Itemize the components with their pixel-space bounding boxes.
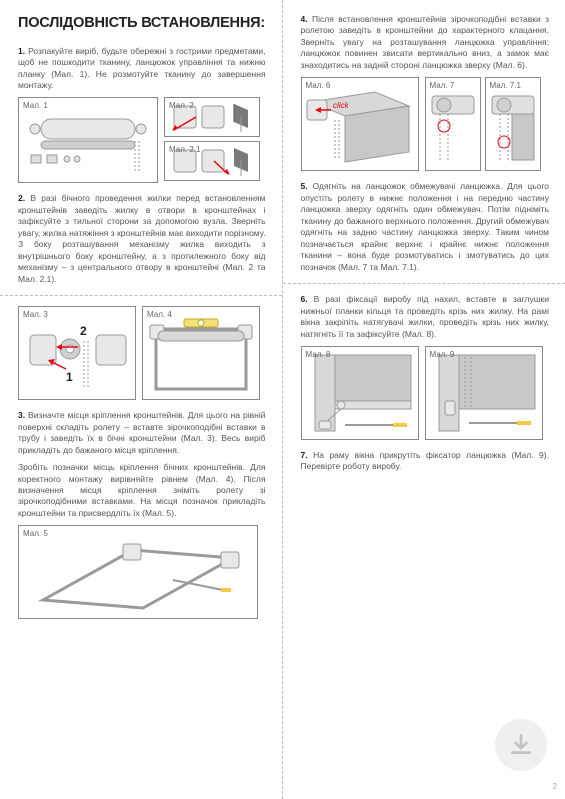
- fig-71-label: Мал. 7.1: [490, 81, 521, 92]
- fig-1-label: Мал. 1: [23, 101, 48, 112]
- step-4-text: Після встановлення кронштейнів зірочкопо…: [301, 14, 550, 70]
- step-1-num: 1.: [18, 46, 25, 56]
- page-number: 2: [553, 782, 557, 793]
- figure-6: Мал. 6 click: [301, 77, 419, 171]
- fig-7-label: Мал. 7: [430, 81, 455, 92]
- fig-2-label: Мал. 2: [169, 101, 194, 112]
- fig-5-label: Мал. 5: [23, 529, 48, 540]
- step-2-num: 2.: [18, 193, 25, 203]
- watermark-icon: [495, 719, 547, 771]
- step-2: 2. В разі бічного проведення жилки перед…: [18, 193, 266, 285]
- figure-5: Мал. 5: [18, 525, 258, 619]
- page-title: ПОСЛІДОВНІСТЬ ВСТАНОВЛЕННЯ:: [18, 14, 266, 34]
- step-6-num: 6.: [301, 294, 308, 304]
- step-2-text: В разі бічного проведення жилки перед вс…: [18, 193, 266, 283]
- fig-row-8-9: Мал. 8 Мал. 9: [301, 346, 550, 440]
- step-5-text: Одягніть на ланцюжок обмежувачі ланцюжка…: [301, 181, 550, 271]
- step-4-num: 4.: [301, 14, 308, 24]
- annot-1: 1: [66, 370, 73, 384]
- annot-2: 2: [80, 324, 87, 338]
- figure-3: Мал. 3 2 1: [18, 306, 136, 400]
- fig-8-label: Мал. 8: [306, 350, 331, 361]
- figure-4: Мал. 4: [142, 306, 260, 400]
- click-label: click: [333, 101, 350, 110]
- figure-7-1: Мал. 7.1: [485, 77, 541, 171]
- figure-2-1: Мал. 2.1: [164, 141, 260, 181]
- divider-left: [0, 295, 282, 296]
- step-1-text: Розпакуйте виріб, будьте обережні з гост…: [18, 46, 266, 90]
- fig-row-1-2: Мал. 1 Мал. 2: [18, 97, 266, 183]
- step-1: 1. Розпакуйте виріб, будьте обережні з г…: [18, 46, 266, 92]
- divider-right: [283, 283, 565, 284]
- figure-9: Мал. 9: [425, 346, 543, 440]
- fig-3-label: Мал. 3: [23, 310, 48, 321]
- fig-row-6-7: Мал. 6 click Мал. 7: [301, 77, 550, 171]
- fig-6-label: Мал. 6: [306, 81, 331, 92]
- fig-9-label: Мал. 9: [430, 350, 455, 361]
- fig-4-label: Мал. 4: [147, 310, 172, 321]
- step-6-text: В разі фіксації виробу під нахил, вставт…: [301, 294, 550, 338]
- figure-7: Мал. 7: [425, 77, 481, 171]
- step-3a-text: Визначте місця кріплення кронштейнів. Дл…: [18, 410, 266, 454]
- fig-row-5: Мал. 5: [18, 525, 266, 619]
- step-7-text: На раму вікна прикрутіть фіксатор ланцюж…: [301, 450, 549, 471]
- step-7-num: 7.: [301, 450, 308, 460]
- figure-1: Мал. 1: [18, 97, 158, 183]
- step-5: 5. Одягніть на ланцюжок обмежувачі ланцю…: [301, 181, 550, 273]
- figure-8: Мал. 8: [301, 346, 419, 440]
- fig-row-3-4: Мал. 3 2 1 Мал. 4: [18, 306, 266, 400]
- step-7: 7. На раму вікна прикрутіть фіксатор лан…: [301, 450, 550, 473]
- step-6: 6. В разі фіксації виробу під нахил, вст…: [301, 294, 550, 340]
- fig-21-label: Мал. 2.1: [169, 145, 200, 156]
- step-5-num: 5.: [301, 181, 308, 191]
- figure-2: Мал. 2: [164, 97, 260, 137]
- step-3b-text: Зробіть позначки місць кріплення бічних …: [18, 462, 266, 518]
- step-3-num: 3.: [18, 410, 25, 420]
- step-4: 4. Після встановлення кронштейнів зірочк…: [301, 14, 550, 71]
- step-3b: Зробіть позначки місць кріплення бічних …: [18, 462, 266, 519]
- step-3a: 3. Визначте місця кріплення кронштейнів.…: [18, 410, 266, 456]
